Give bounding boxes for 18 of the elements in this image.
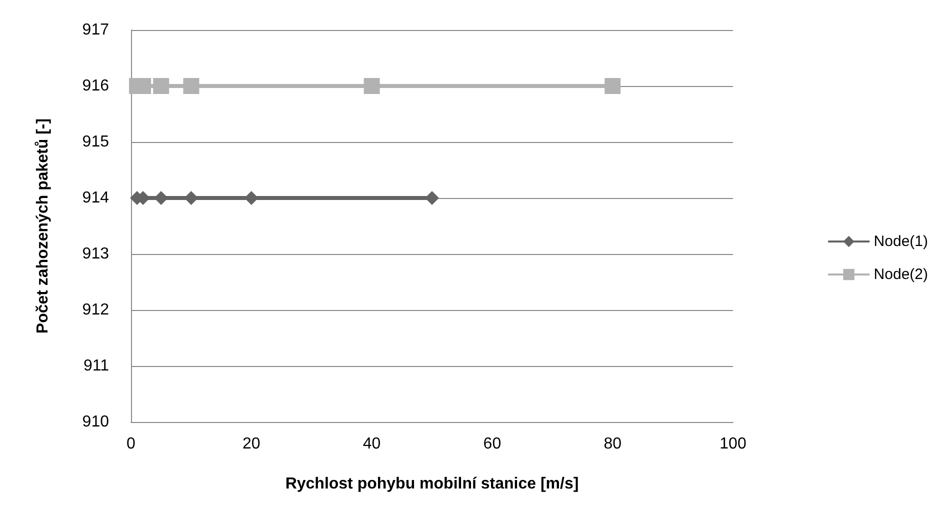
x-tick-label: 80 bbox=[604, 436, 622, 452]
y-tick-label: 917 bbox=[82, 22, 110, 38]
y-tick-label: 911 bbox=[83, 358, 110, 374]
y-tick-label: 913 bbox=[82, 246, 110, 262]
x-axis-title: Rychlost pohybu mobilní stanice [m/s] bbox=[285, 476, 579, 492]
y-tick-label: 916 bbox=[82, 78, 110, 94]
y-tick-label: 910 bbox=[82, 414, 110, 430]
x-tick-label: 20 bbox=[242, 436, 260, 452]
legend-label: Node(2) bbox=[874, 266, 928, 283]
legend-label: Node(1) bbox=[874, 233, 928, 250]
x-tick-label: 100 bbox=[720, 436, 746, 452]
x-tick-label: 40 bbox=[362, 436, 381, 452]
y-tick-label: 912 bbox=[82, 302, 110, 318]
y-axis-title: Počet zahozených paketů [-] bbox=[34, 118, 52, 334]
x-tick-label: 0 bbox=[126, 436, 136, 452]
y-tick-label: 914 bbox=[82, 190, 110, 206]
y-tick-label: 915 bbox=[82, 134, 110, 150]
x-tick-label: 60 bbox=[483, 436, 502, 452]
